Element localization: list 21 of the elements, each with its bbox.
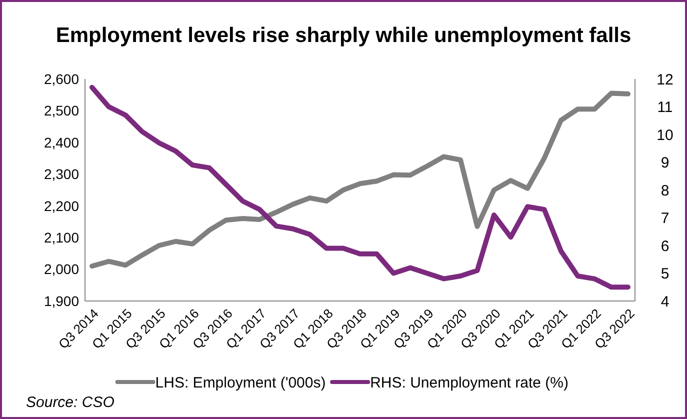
source-note: Source: CSO — [26, 394, 115, 411]
legend-label: RHS: Unemployment rate (%) — [370, 374, 569, 392]
y2-tick-label: 6 — [660, 238, 670, 255]
y2-tick-label: 9 — [660, 154, 670, 172]
y-tick-label: 2,500 — [44, 102, 80, 119]
y-tick-label: 2,000 — [44, 261, 80, 278]
y2-tick-label: 7 — [660, 210, 670, 227]
y-tick-label: 2,200 — [44, 198, 80, 214]
y-tick-label: 2,300 — [44, 166, 80, 182]
y2-tick-label: 10 — [656, 126, 674, 144]
y-tick-label: 2,100 — [44, 229, 80, 246]
y-tick-label: 2,600 — [44, 70, 80, 87]
legend-label: LHS: Employment ('000s) — [155, 374, 326, 392]
y2-tick-label: 4 — [660, 293, 670, 310]
chart-title: Employment levels rise sharply while unemployment falls — [56, 24, 632, 47]
y2-tick-label: 12 — [656, 71, 674, 88]
y-tick-label: 2,400 — [44, 134, 80, 150]
y-tick-label: 1,900 — [44, 292, 80, 309]
y2-tick-label: 8 — [660, 182, 670, 200]
y2-tick-label: 11 — [657, 99, 673, 116]
y2-tick-label: 5 — [660, 266, 670, 282]
